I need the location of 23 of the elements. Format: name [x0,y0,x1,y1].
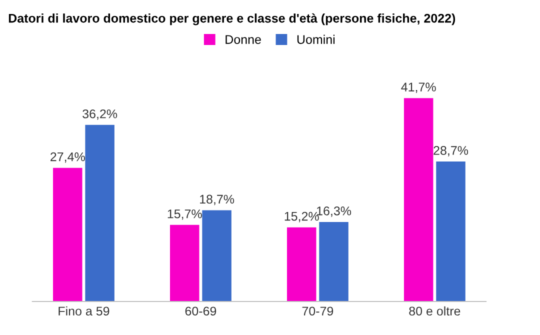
data-label: 15,7% [168,209,202,220]
x-tick-label: Fino a 59 [58,306,110,316]
bar [319,222,348,302]
data-label: 41,7% [401,82,436,93]
data-label: 16,3% [317,206,352,217]
bar [436,162,466,302]
bar [286,227,316,302]
data-label: 15,2% [284,212,319,222]
data-label: 36,2% [82,109,118,120]
x-tick-label: 60-69 [185,306,216,316]
data-label: 27,4% [50,152,85,163]
bar [53,168,82,302]
x-tick-label: 70-79 [302,306,334,316]
data-label: 28,7% [434,146,468,156]
x-tick-label: 80 e oltre [409,306,460,316]
legend-label: Donne [226,35,261,44]
data-label: 18,7% [200,194,234,206]
chart-title: Datori di lavoro domestico per genere e classe d'età (persone fisiche, 2022) [8,13,456,26]
bar [404,98,434,302]
legend-label: Uomini [297,34,335,44]
bar [170,224,200,302]
bar [202,210,232,302]
bar [85,124,114,302]
